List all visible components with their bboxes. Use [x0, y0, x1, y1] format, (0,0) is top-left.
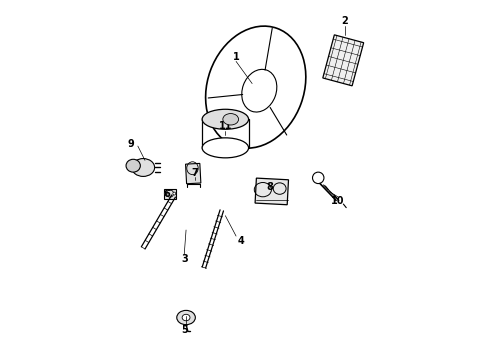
- Ellipse shape: [173, 192, 176, 195]
- Ellipse shape: [126, 159, 140, 172]
- Text: 7: 7: [192, 168, 198, 178]
- Text: 8: 8: [267, 182, 273, 192]
- Text: 9: 9: [127, 139, 134, 149]
- Text: 11: 11: [219, 121, 232, 131]
- Bar: [164, 189, 176, 199]
- Ellipse shape: [164, 192, 167, 195]
- Text: 2: 2: [342, 16, 348, 26]
- Text: 1: 1: [233, 52, 240, 62]
- Text: 6: 6: [163, 189, 170, 199]
- Ellipse shape: [182, 314, 190, 321]
- Ellipse shape: [132, 158, 155, 176]
- Text: 5: 5: [181, 325, 188, 335]
- Text: 3: 3: [181, 253, 188, 264]
- Bar: [323, 35, 364, 86]
- Text: 4: 4: [238, 236, 245, 246]
- Bar: [255, 178, 289, 205]
- Ellipse shape: [177, 310, 196, 325]
- Text: 10: 10: [331, 197, 344, 206]
- Ellipse shape: [202, 109, 248, 129]
- Bar: [186, 163, 201, 184]
- Ellipse shape: [202, 138, 248, 158]
- Ellipse shape: [223, 113, 239, 125]
